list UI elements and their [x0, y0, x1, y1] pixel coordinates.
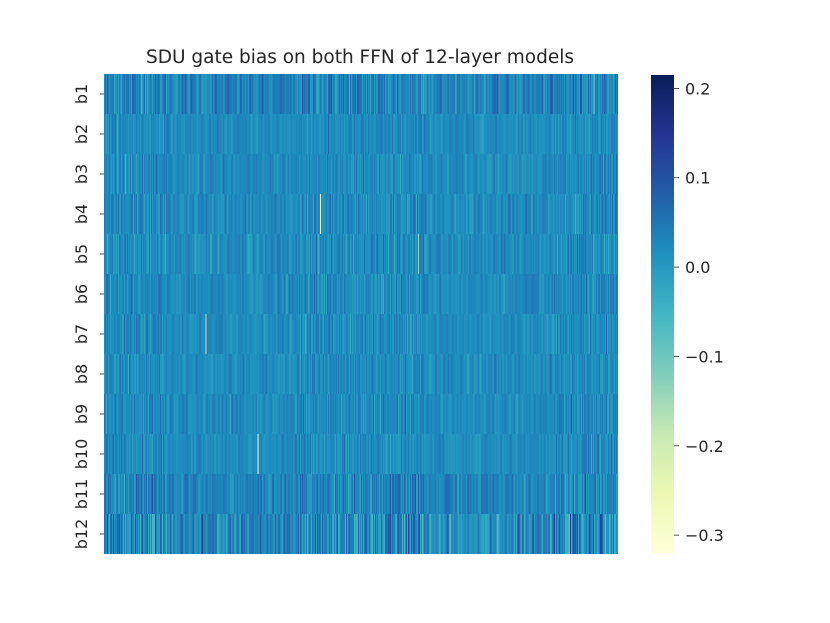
row-label-b4: b4 [72, 204, 91, 224]
colorbar-tick-label: 0.1 [685, 169, 710, 188]
row-label-b11: b11 [72, 479, 91, 510]
row-label-b10: b10 [72, 439, 91, 470]
colorbar: 0.2 0.1 0.0 −0.1 −0.2 −0.3 [651, 75, 724, 553]
colorbar-tick-label: −0.1 [685, 347, 724, 366]
colorbar-tick-label: −0.2 [685, 437, 724, 456]
row-label-b8: b8 [72, 364, 91, 384]
row-label-b1: b1 [72, 84, 91, 104]
row-label-b6: b6 [72, 284, 91, 304]
colorbar-tick-label: 0.0 [685, 258, 710, 277]
chart-title: SDU gate bias on both FFN of 12-layer mo… [146, 47, 574, 68]
heatmap-image [104, 74, 618, 554]
row-label-b7: b7 [72, 324, 91, 344]
row-label-b3: b3 [72, 164, 91, 184]
row-label-b12: b12 [72, 519, 91, 550]
colorbar-tick-label: 0.2 [685, 79, 710, 98]
row-label-b5: b5 [72, 244, 91, 264]
row-label-b2: b2 [72, 124, 91, 144]
colorbar-tick-label: −0.3 [685, 526, 724, 545]
colorbar-gradient [651, 75, 674, 553]
row-label-b9: b9 [72, 404, 91, 424]
heatmap-cells [104, 74, 618, 554]
row-labels: b1 b2 b3 b4 b5 b6 b7 b8 b9 b10 b11 b12 [72, 84, 104, 549]
